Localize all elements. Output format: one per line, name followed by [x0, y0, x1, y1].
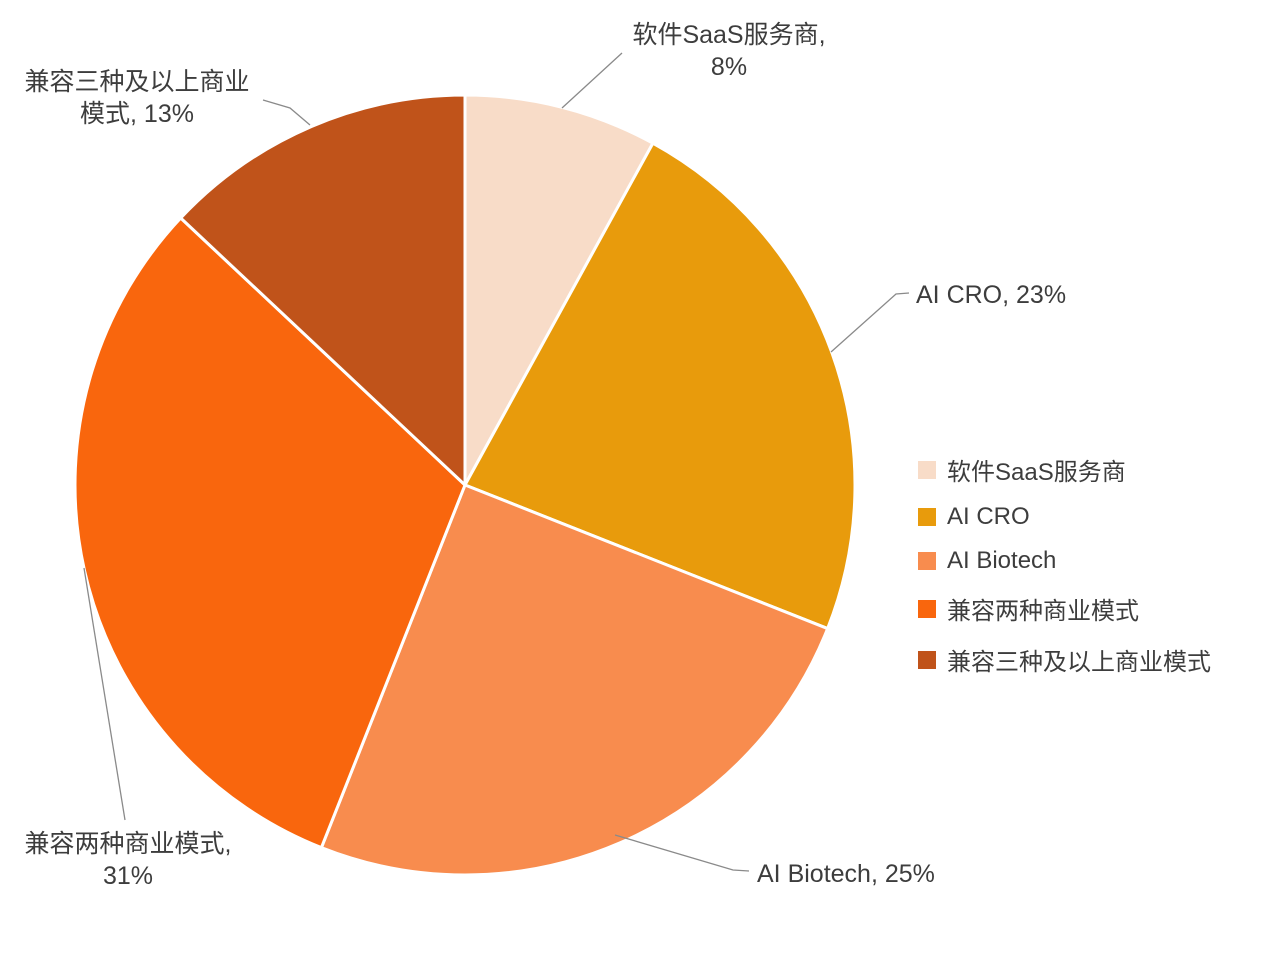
callout-two-models: 兼容两种商业模式, 31%: [25, 828, 232, 892]
callout-two-models-line2: 31%: [102, 862, 154, 890]
callout-saas-line2: 8%: [710, 53, 748, 81]
callout-three-plus-models-line1: 兼容三种及以上商业: [24, 68, 250, 96]
pie-slice-2[interactable]: [319, 483, 830, 877]
legend-label-two-models: 兼容两种商业模式: [947, 598, 1139, 625]
legend-item-two-models[interactable]: 兼容两种商业模式: [918, 591, 1211, 626]
callout-three-plus-models-line2: 模式, 13%: [80, 100, 194, 128]
legend-label-three-plus-models: 兼容三种及以上商业模式: [947, 649, 1211, 676]
leader-line-three-plus-models: [262, 99, 311, 126]
legend-item-ai-biotech[interactable]: AI Biotech: [918, 547, 1211, 575]
callout-ai-biotech: AI Biotech, 25%: [757, 858, 935, 890]
legend-item-ai-cro[interactable]: AI CRO: [918, 503, 1211, 531]
callout-ai-cro: AI CRO, 23%: [916, 279, 1066, 311]
legend-swatch-ai-cro: [918, 508, 936, 526]
chart-legend: 软件SaaS服务商 AI CRO AI Biotech 兼容两种商业模式 兼容三…: [918, 452, 1211, 677]
callout-ai-biotech-text: AI Biotech, 25%: [757, 860, 935, 888]
callout-saas-line1: 软件SaaS服务商,: [632, 21, 826, 49]
callout-two-models-line1: 兼容两种商业模式,: [24, 830, 232, 858]
legend-label-ai-cro: AI CRO: [947, 503, 1030, 530]
legend-label-ai-biotech: AI Biotech: [947, 547, 1057, 574]
callout-ai-cro-text: AI CRO, 23%: [916, 281, 1067, 309]
leader-lines-group: [83, 52, 910, 872]
legend-swatch-saas: [918, 460, 936, 479]
legend-item-three-plus-models[interactable]: 兼容三种及以上商业模式: [918, 642, 1211, 677]
callout-saas: 软件SaaS服务商, 8%: [632, 19, 825, 83]
leader-line-saas: [561, 52, 623, 109]
legend-swatch-ai-biotech: [918, 552, 936, 570]
pie-slice-4[interactable]: [179, 93, 467, 487]
callout-three-plus-models: 兼容三种及以上商业 模式, 13%: [24, 66, 249, 130]
legend-item-saas[interactable]: 软件SaaS服务商: [918, 452, 1211, 487]
pie-slices-group: [73, 93, 857, 877]
pie-slice-1[interactable]: [463, 141, 857, 631]
legend-label-saas: 软件SaaS服务商: [947, 459, 1126, 486]
legend-swatch-two-models: [918, 599, 936, 618]
leader-line-ai-cro: [830, 292, 910, 353]
leader-line-two-models: [83, 567, 126, 821]
leader-line-ai-biotech: [614, 834, 750, 872]
legend-swatch-three-plus-models: [918, 650, 936, 669]
